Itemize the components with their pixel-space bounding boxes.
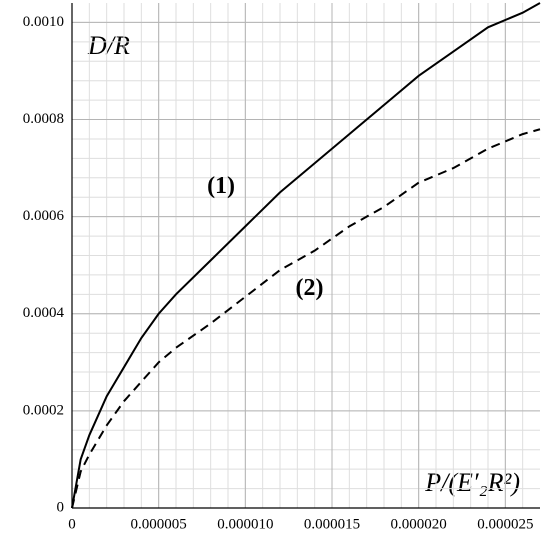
y-tick-label: 0.0002 <box>23 402 64 418</box>
y-axis-label: D/R <box>87 31 130 60</box>
x-tick-label: 0.000020 <box>391 516 447 532</box>
series-label: (2) <box>295 275 323 301</box>
x-tick-label: 0.000015 <box>304 516 360 532</box>
y-tick-label: 0.0010 <box>23 14 64 30</box>
x-tick-label: 0.000010 <box>217 516 273 532</box>
x-tick-label: 0.000025 <box>477 516 533 532</box>
y-tick-label: 0.0008 <box>23 111 64 127</box>
x-axis-label: P/(E′₂R²) <box>424 468 520 497</box>
y-tick-label: 0 <box>57 499 65 515</box>
y-tick-label: 0.0006 <box>23 208 65 224</box>
x-tick-label: 0 <box>68 516 76 532</box>
series-line <box>71 128 541 509</box>
series-line <box>71 2 541 509</box>
y-tick-label: 0.0004 <box>23 305 65 321</box>
x-tick-label: 0.000005 <box>131 516 187 532</box>
series-label: (1) <box>207 173 235 199</box>
